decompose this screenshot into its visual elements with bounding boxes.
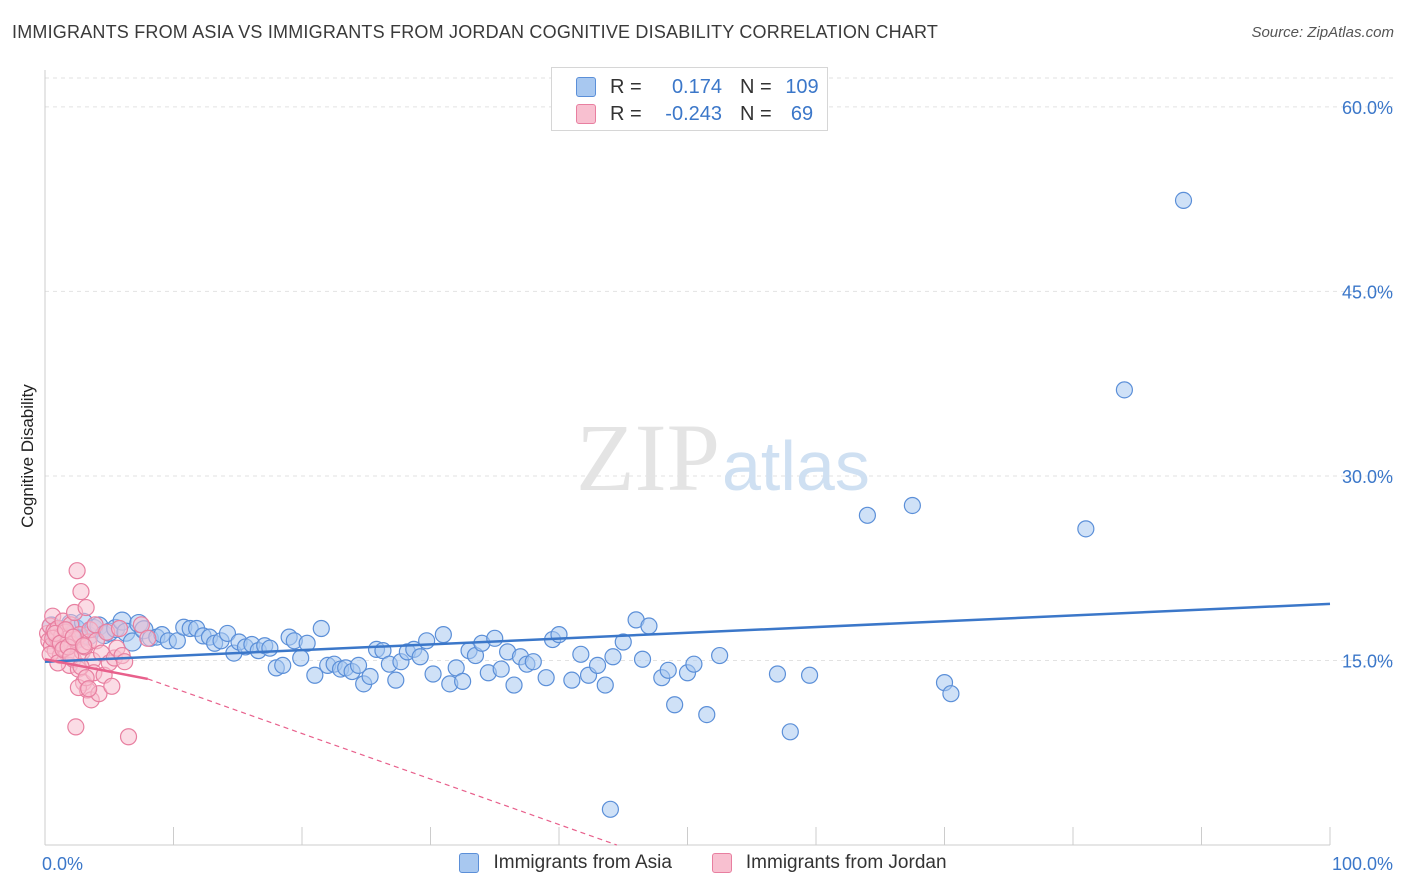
point-asia — [349, 656, 368, 674]
legend-row-asia: R = 0.174 N = 109 — [576, 75, 826, 99]
r-value: -0.243 — [665, 102, 722, 125]
point-asia — [298, 634, 316, 652]
x-tick-label: 100.0% — [1332, 854, 1393, 874]
point-asia — [1174, 191, 1193, 209]
point-asia — [218, 624, 237, 643]
point-asia — [486, 629, 504, 647]
axes — [44, 70, 1331, 846]
y-tick-label: 45.0% — [1342, 282, 1393, 302]
point-asia — [640, 617, 658, 635]
point-asia — [666, 696, 684, 714]
legend-label-asia: Immigrants from Asia — [493, 852, 672, 873]
series-jordan — [38, 562, 157, 746]
point-jordan — [72, 582, 90, 601]
source-label: Source: ZipAtlas.com — [1251, 24, 1394, 41]
r-label: R = — [610, 102, 642, 125]
n-label: N = — [740, 102, 772, 125]
point-asia — [550, 626, 568, 644]
n-value: 69 — [790, 102, 814, 125]
point-jordan — [80, 680, 98, 698]
point-jordan — [119, 728, 138, 746]
legend-swatch-jordan — [711, 853, 732, 873]
series-legend: Immigrants from Asia Immigrants from Jor… — [0, 852, 1406, 874]
n-label: N = — [740, 75, 772, 98]
point-jordan — [103, 677, 121, 695]
point-asia — [572, 645, 590, 663]
point-asia — [361, 667, 379, 686]
y-tick-label: 60.0% — [1342, 98, 1393, 118]
legend-label-jordan: Immigrants from Jordan — [745, 852, 947, 873]
point-asia — [537, 669, 555, 687]
point-asia — [633, 650, 652, 668]
point-asia — [1115, 381, 1134, 399]
point-asia — [312, 619, 330, 638]
point-asia — [424, 665, 442, 683]
r-label: R = — [610, 75, 642, 98]
legend-swatch-asia — [459, 853, 480, 873]
point-asia — [768, 665, 787, 683]
point-jordan — [116, 653, 134, 671]
point-asia — [596, 676, 614, 694]
trend-line-jordan — [44, 658, 149, 681]
grid-lines — [45, 77, 1395, 661]
point-asia — [492, 660, 510, 678]
y-tick-label: 30.0% — [1342, 467, 1393, 487]
point-jordan — [110, 619, 129, 638]
n-value: 109 — [785, 75, 819, 98]
point-asia — [903, 496, 921, 515]
watermark-atlas: atlas — [722, 427, 870, 505]
point-asia — [524, 653, 542, 671]
point-asia — [781, 723, 799, 741]
legend-swatch-asia — [576, 77, 596, 97]
point-asia — [601, 800, 620, 818]
chart-title: IMMIGRANTS FROM ASIA VS IMMIGRANTS FROM … — [12, 22, 939, 42]
point-jordan — [67, 718, 85, 736]
point-asia — [454, 672, 472, 690]
point-asia — [387, 671, 405, 689]
point-jordan — [77, 598, 95, 617]
point-asia — [588, 656, 607, 674]
point-jordan — [68, 562, 86, 580]
stats-legend: R = 0.174 N = 109 R = -0.243 N = 69 — [551, 67, 828, 131]
point-asia — [858, 506, 877, 524]
point-jordan — [139, 629, 157, 647]
point-asia — [261, 639, 279, 657]
point-asia — [1077, 520, 1095, 538]
point-asia — [411, 648, 429, 666]
point-asia — [274, 656, 292, 674]
r-value: 0.174 — [671, 75, 722, 98]
point-asia — [306, 666, 324, 684]
point-asia — [292, 649, 310, 667]
point-asia — [942, 685, 960, 703]
legend-row-jordan: R = -0.243 N = 69 — [576, 102, 826, 126]
trend-line-asia — [44, 602, 1331, 663]
point-asia — [418, 632, 436, 650]
point-asia — [614, 633, 632, 651]
tick-labels: 15.0% 30.0% 45.0% 60.0% 0.0% 100.0% — [42, 98, 1393, 874]
point-asia — [563, 671, 581, 689]
legend-swatch-jordan — [576, 104, 596, 124]
point-asia — [698, 706, 716, 724]
point-asia — [604, 648, 622, 666]
point-asia — [711, 646, 729, 665]
y-tick-label: 15.0% — [1342, 651, 1393, 671]
legend-item-jordan[interactable]: Immigrants from Jordan — [711, 852, 947, 874]
point-jordan — [74, 637, 93, 655]
legend-item-asia[interactable]: Immigrants from Asia — [459, 852, 672, 874]
y-axis-label: Cognitive Disability — [18, 384, 37, 528]
point-asia — [659, 661, 677, 679]
point-asia — [434, 626, 452, 644]
point-asia — [505, 676, 523, 694]
trend-layer — [44, 602, 1331, 846]
point-asia — [685, 655, 703, 673]
x-tick-label: 0.0% — [42, 854, 83, 874]
point-asia — [800, 666, 819, 684]
trend-line-jordan-extension — [147, 678, 618, 846]
watermark-zip: ZIP — [576, 404, 720, 511]
